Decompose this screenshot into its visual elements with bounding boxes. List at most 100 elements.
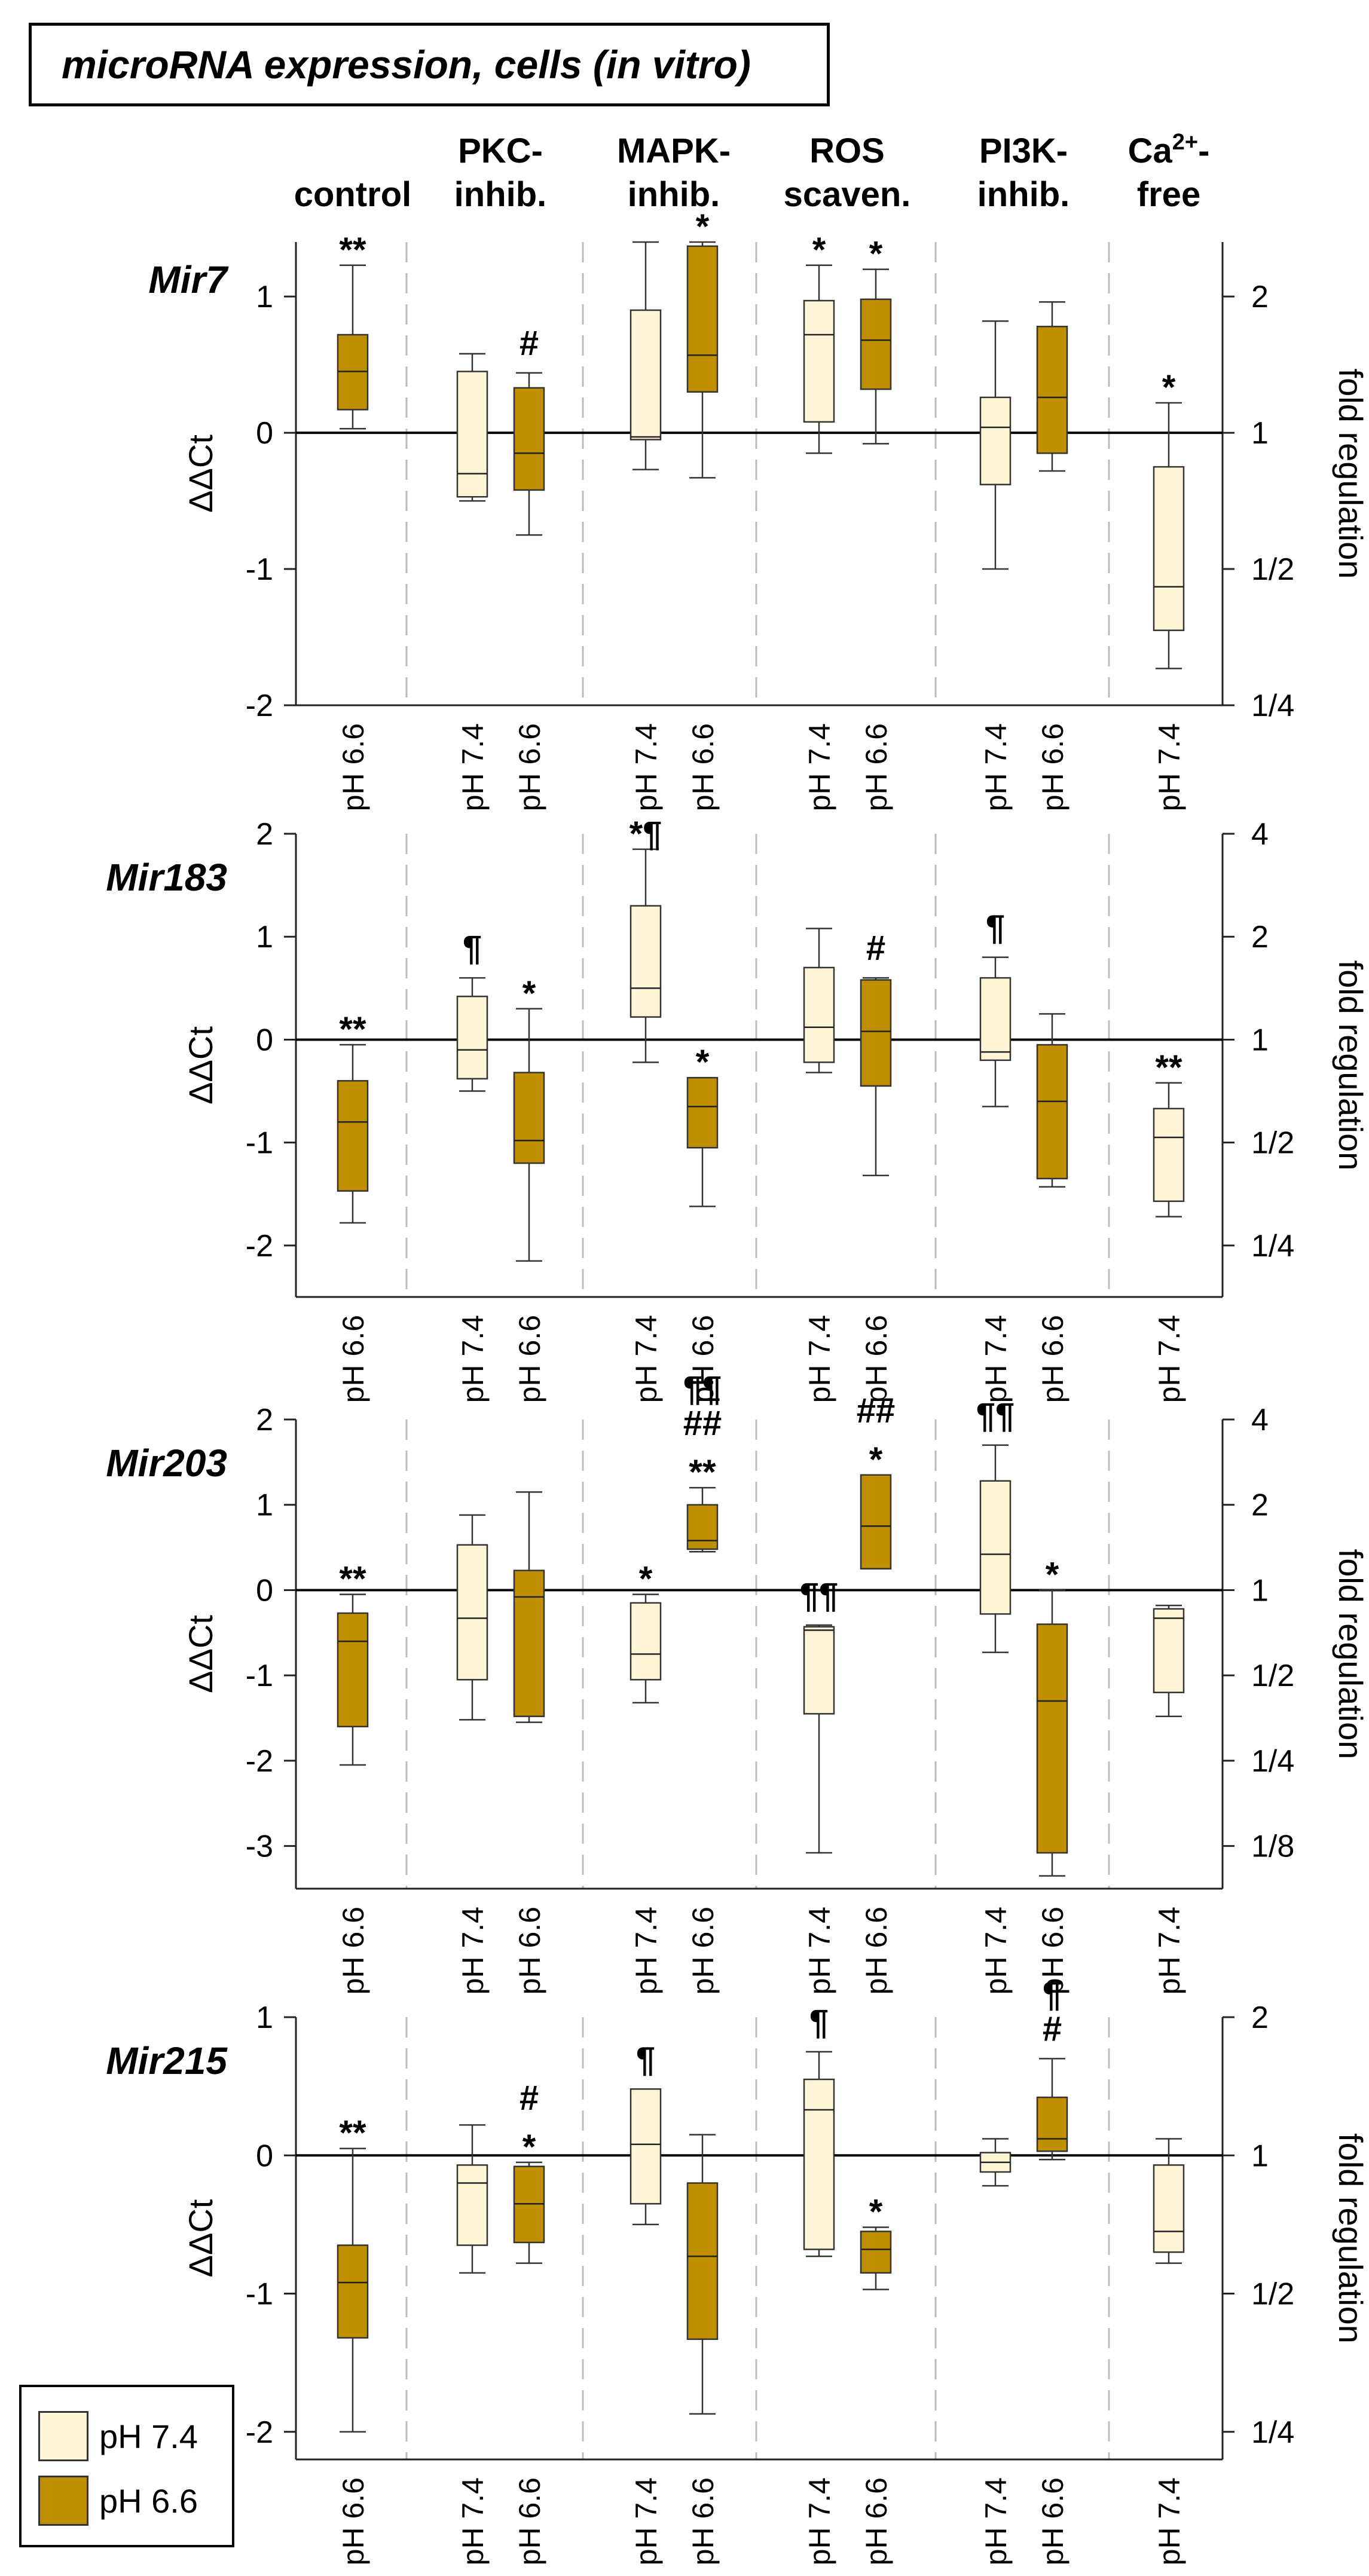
panel-mir203-box-1-rect [456, 1544, 488, 1681]
panel-mir203-xtick-label-4: pH 6.6 [686, 1907, 720, 1994]
panel-mir203-ylabel: ΔΔCt [182, 1615, 219, 1693]
panel-mir183-box-1-mark-0: ¶ [463, 929, 482, 968]
panel-mir183-box-3-mark-0: *¶ [630, 815, 662, 853]
panel-mir215-ytick-label-0: 1 [256, 2000, 273, 2035]
panel-mir7-box-4-mark-0: * [696, 207, 710, 246]
legend-item-ph74: pH 7.4 [38, 2411, 198, 2461]
panel-mir215-box-0-mark-0: ** [339, 2114, 366, 2153]
panel-mir203-y2tick-label-5: 1/8 [1251, 1829, 1294, 1864]
panel-mir203-y2label: fold regulation [1332, 1549, 1369, 1760]
panel-mir7-y2tick-label-3: 1/4 [1251, 689, 1294, 723]
panel-mir7-box-0-mark-0: ** [339, 231, 366, 270]
group-label-3-line2: scaven. [784, 175, 911, 214]
panel-mir7-box-9-mark-0: * [1162, 368, 1176, 407]
panel-mir7-ytick-label-0: 1 [256, 280, 273, 314]
panel-mir203-box-6-rect [860, 1474, 892, 1570]
panel-mir183-xtick-label-3: pH 7.4 [630, 1315, 663, 1403]
panel-mir203-xtick-label-6: pH 6.6 [860, 1907, 893, 1994]
panel-mir215-box-6-rect [860, 2231, 892, 2274]
panel-mir215-ytick-label-1: 0 [256, 2138, 273, 2173]
panel-mir215-box-6-mark-0: * [869, 2193, 883, 2232]
panel-mir183-xtick-label-8: pH 6.6 [1036, 1315, 1069, 1403]
panel-mir215-xtick-label-4: pH 6.6 [686, 2477, 720, 2565]
panel-mir183-ytick-label-3: -1 [246, 1126, 273, 1161]
panel-mir215-y2label: fold regulation [1332, 2133, 1369, 2344]
panel-mir183-ylabel: ΔΔCt [182, 1026, 219, 1105]
panel-mir183-ytick-label-4: -2 [246, 1229, 273, 1263]
panel-mir7-box-5-mark-0: * [812, 231, 826, 270]
panel-mir203-box-4-mark-0: ** [689, 1453, 716, 1492]
panel-mir7-y2tick-label-0: 2 [1251, 280, 1269, 314]
panel-mir215-box-4-rect [686, 2182, 719, 2341]
panel-mir203-ytick-label-2: 0 [256, 1573, 273, 1608]
panel-mir183-y2tick-label-1: 2 [1251, 920, 1269, 954]
panel-mir215-xtick-label-6: pH 6.6 [860, 2477, 893, 2565]
panel-mir7-xtick-label-7: pH 7.4 [979, 723, 1013, 811]
panel-mir183-name: Mir183 [106, 856, 227, 899]
panel-mir215-xtick-label-5: pH 7.4 [803, 2477, 836, 2565]
panel-mir215-box-3-rect [630, 2088, 662, 2205]
group-label-1-line2: inhib. [454, 175, 547, 214]
panel-mir183-xtick-label-6: pH 6.6 [860, 1315, 893, 1403]
panel-mir7-ylabel: ΔΔCt [182, 435, 219, 513]
panel-mir203-box-4-mark-1: ## [683, 1404, 722, 1443]
panel-mir215-ytick-label-3: -2 [246, 2415, 273, 2450]
panel-mir203-box-4-rect [686, 1504, 719, 1550]
panel-mir7-y2tick-label-1: 1 [1251, 416, 1269, 451]
group-label-2-line2: inhib. [628, 175, 720, 214]
panel-mir183-box-9-rect [1153, 1108, 1185, 1203]
panel-mir183-box-6-rect [860, 979, 892, 1087]
legend: pH 7.4 pH 6.6 [19, 2385, 234, 2547]
panel-mir203-ytick-label-5: -3 [246, 1829, 273, 1864]
panel-mir7-xtick-label-5: pH 7.4 [803, 723, 836, 811]
panel-mir183-xtick-label-1: pH 7.4 [456, 1315, 490, 1403]
panel-mir183-ytick-label-1: 1 [256, 920, 273, 954]
panel-mir7-xtick-label-3: pH 7.4 [630, 723, 663, 811]
panel-mir215-box-2-mark-1: # [520, 2079, 539, 2118]
panel-mir215-xtick-label-3: pH 7.4 [630, 2477, 663, 2565]
panel-mir203-box-8-rect [1036, 1623, 1068, 1854]
legend-item-ph66: pH 6.6 [38, 2476, 198, 2526]
panel-mir215-xtick-label-8: pH 6.6 [1036, 2477, 1069, 2565]
panel-mir203-y2tick-label-0: 4 [1251, 1403, 1269, 1437]
panel-mir215-y2tick-label-3: 1/4 [1251, 2415, 1294, 2450]
panel-mir183-box-6-mark-0: # [866, 929, 885, 968]
group-label-3-line1: ROS [809, 131, 885, 170]
panel-mir7-ytick-label-1: 0 [256, 416, 273, 451]
panel-mir183-y2label: fold regulation [1332, 960, 1369, 1171]
panel-mir215-name: Mir215 [106, 2039, 228, 2082]
panel-mir215-y2tick-label-2: 1/2 [1251, 2277, 1294, 2312]
panel-mir183-box-5-rect [803, 966, 835, 1063]
panel-mir215-xtick-label-9: pH 7.4 [1153, 2477, 1186, 2565]
panel-mir215-box-9-rect [1153, 2164, 1185, 2253]
panel-mir203-xtick-label-8: pH 6.6 [1036, 1907, 1069, 1994]
panel-mir203-y2tick-label-1: 2 [1251, 1488, 1269, 1523]
panel-mir7-box-7-rect [979, 396, 1012, 485]
panel-mir215-box-0-rect [337, 2244, 369, 2339]
panel-mir203-xtick-label-3: pH 7.4 [630, 1907, 663, 1994]
panel-mir183-xtick-label-7: pH 7.4 [979, 1315, 1013, 1403]
panel-mir215-box-5-rect [803, 2078, 835, 2250]
panel-mir7-box-9-rect [1153, 466, 1185, 631]
panel-mir183-y2tick-label-4: 1/4 [1251, 1229, 1294, 1263]
panel-mir183-box-7-rect [979, 977, 1012, 1061]
panel-mir215-ylabel: ΔΔCt [182, 2199, 219, 2277]
panel-mir183-box-0-mark-0: ** [339, 1010, 366, 1049]
panel-mir7-xtick-label-8: pH 6.6 [1036, 723, 1069, 811]
panel-mir203-y2tick-label-3: 1/2 [1251, 1659, 1294, 1693]
group-label-1-line1: PKC- [458, 131, 543, 170]
panel-mir183-ytick-label-2: 0 [256, 1023, 273, 1057]
legend-label-ph74: pH 7.4 [99, 2417, 198, 2455]
panel-mir215-xtick-label-0: pH 6.6 [337, 2477, 370, 2565]
panel-mir203-box-7-mark-0: ¶¶ [976, 1396, 1015, 1435]
panel-mir183-box-2-rect [513, 1072, 545, 1164]
figure-title: microRNA expression, cells (in vitro) [29, 23, 830, 106]
panel-mir7-xtick-label-4: pH 6.6 [686, 723, 720, 811]
panel-mir183-xtick-label-9: pH 7.4 [1153, 1315, 1186, 1403]
panel-mir7-y2tick-label-2: 1/2 [1251, 552, 1294, 587]
panel-mir215-y2tick-label-0: 2 [1251, 2000, 1269, 2035]
panel-mir183-xtick-label-5: pH 7.4 [803, 1315, 836, 1403]
panel-mir7-xtick-label-6: pH 6.6 [860, 723, 893, 811]
panel-mir215-box-2-mark-0: * [522, 2128, 536, 2167]
panel-mir7-xtick-label-9: pH 7.4 [1153, 723, 1186, 811]
